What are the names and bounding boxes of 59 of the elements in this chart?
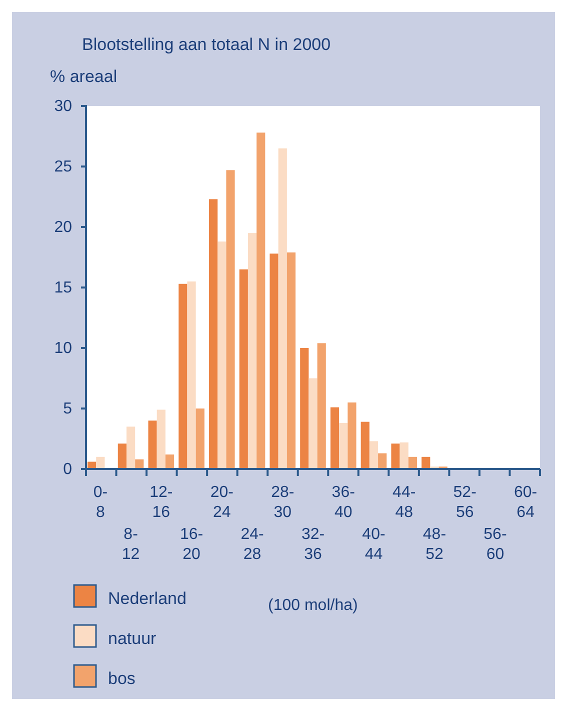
bar (400, 442, 408, 469)
bar (308, 378, 318, 469)
bar (391, 444, 400, 469)
bar (208, 199, 218, 469)
y-tick-label: 30 (54, 98, 72, 116)
bar (187, 281, 196, 469)
bar (126, 426, 136, 469)
bar (317, 343, 326, 469)
x-tick-label: 44-48 (392, 484, 416, 521)
bar (178, 284, 188, 469)
bar (248, 233, 257, 469)
bar (378, 453, 387, 469)
x-tick-label: 20-24 (210, 484, 234, 521)
y-tick-label: 25 (54, 158, 72, 176)
bar (360, 422, 370, 469)
bar (118, 444, 126, 469)
chart-title: Blootstelling aan totaal N in 2000 (82, 35, 331, 54)
x-tick-label: 40-44 (362, 526, 386, 563)
bar (165, 454, 174, 469)
y-tick-label: 20 (54, 219, 72, 236)
y-tick-label: 5 (63, 400, 72, 418)
legend-label: natuur (108, 629, 157, 648)
bar (286, 252, 296, 469)
bar (96, 456, 105, 469)
x-tick-label: 48-52 (422, 526, 446, 563)
bar (239, 269, 248, 469)
bar (339, 423, 348, 469)
x-tick-label: 56-60 (484, 526, 507, 563)
bar (330, 407, 340, 469)
x-tick-label: 8-12 (122, 526, 140, 563)
bar (348, 402, 356, 469)
x-tick-label: 32-36 (301, 526, 325, 563)
bar (218, 242, 226, 469)
x-tick-label: 12-16 (150, 484, 173, 521)
bar (148, 420, 157, 469)
legend-label: bos (108, 669, 136, 688)
x-tick-label: 60-64 (514, 484, 538, 521)
x-tick-label: 0-8 (93, 484, 108, 521)
bar (278, 148, 287, 469)
y-axis-title: % areaal (50, 67, 118, 86)
x-tick-label: 16-20 (180, 526, 204, 563)
bar (196, 408, 204, 469)
bar (270, 254, 278, 469)
bar (408, 456, 418, 469)
x-tick-label: 36-40 (332, 484, 355, 521)
bar (226, 170, 235, 469)
x-axis-title: (100 mol/ha) (268, 597, 358, 614)
bar (300, 348, 309, 469)
x-tick-label: 52-56 (453, 484, 476, 521)
x-tick-label: 28-30 (271, 484, 294, 521)
bar (156, 410, 166, 469)
bar (256, 132, 266, 469)
y-tick-label: 15 (54, 280, 72, 297)
y-tick-label: 0 (63, 461, 72, 478)
x-tick-label: 24-28 (240, 526, 264, 563)
bar (422, 456, 430, 469)
bar (369, 441, 378, 469)
y-tick-label: 10 (54, 340, 72, 358)
legend-label: Nederland (108, 589, 186, 608)
